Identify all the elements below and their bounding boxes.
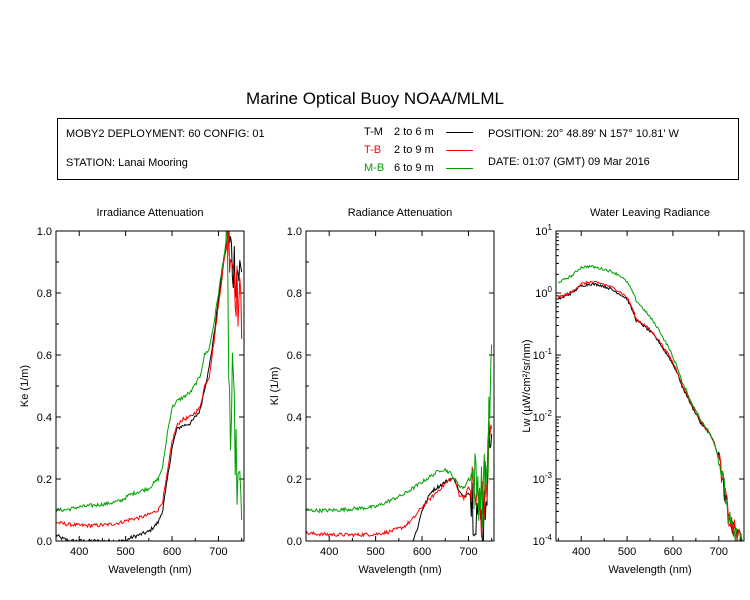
series-line-t-b bbox=[306, 424, 493, 538]
x-tick-label: 600 bbox=[664, 546, 682, 558]
y-tick-exponent: 0 bbox=[548, 285, 553, 294]
y-tick-label: 1.0 bbox=[37, 226, 52, 238]
x-tick-label: 500 bbox=[618, 546, 636, 558]
chart-title: Irradiance Attenuation bbox=[96, 207, 203, 219]
legend-code-tb: T-B bbox=[364, 144, 382, 156]
date-text: DATE: 01:07 (GMT) 09 Mar 2016 bbox=[488, 156, 650, 168]
legend-line-tb bbox=[446, 150, 473, 151]
position-text: POSITION: 20° 48.89' N 157° 10.81' W bbox=[488, 128, 679, 140]
series-line-t-b bbox=[557, 280, 742, 540]
y-tick-label: 0.4 bbox=[37, 412, 52, 424]
x-tick-label: 400 bbox=[70, 546, 88, 558]
x-axis-label: Wavelength (nm) bbox=[608, 564, 691, 576]
y-tick-label: 0.0 bbox=[37, 536, 52, 548]
y-tick-label: 0.2 bbox=[287, 474, 302, 486]
y-tick-label: 100 bbox=[535, 285, 552, 300]
y-tick-label: 0.6 bbox=[37, 350, 52, 362]
y-axis-label: Kl (1/m) bbox=[269, 367, 281, 406]
y-tick-exponent: -1 bbox=[545, 347, 553, 356]
chart-title: Radiance Attenuation bbox=[348, 207, 453, 219]
y-tick-exponent: -3 bbox=[545, 471, 553, 480]
chart-1: Irradiance Attenuation 400 500 600 700 0.0 0.2… bbox=[19, 207, 245, 576]
x-tick-label: 700 bbox=[209, 546, 227, 558]
series-line-m-b bbox=[56, 231, 243, 520]
chart-title: Water Leaving Radiance bbox=[590, 207, 710, 219]
y-tick-label: 10-1 bbox=[533, 347, 553, 362]
y-tick-label: 1.0 bbox=[287, 226, 302, 238]
x-tick-label: 700 bbox=[459, 546, 477, 558]
y-tick-label: 101 bbox=[535, 223, 552, 238]
deployment-text: MOBY2 DEPLOYMENT: 60 CONFIG: 01 bbox=[66, 128, 265, 140]
series-line-t-m bbox=[412, 419, 493, 541]
x-tick-label: 600 bbox=[163, 546, 181, 558]
legend-line-mb bbox=[446, 168, 473, 169]
chart-2: Radiance Attenuation 400 500 600 700 0.0 0.2 0.… bbox=[269, 207, 495, 576]
x-tick-label: 700 bbox=[710, 546, 728, 558]
y-tick-label: 0.8 bbox=[287, 288, 302, 300]
y-tick-exponent: 1 bbox=[548, 223, 553, 232]
series-line-m-b bbox=[306, 344, 493, 529]
legend-line-tm bbox=[446, 132, 473, 133]
plot-frame bbox=[305, 230, 495, 542]
plot-frame bbox=[55, 230, 245, 542]
y-tick-label: 0.8 bbox=[37, 288, 52, 300]
x-tick-label: 400 bbox=[320, 546, 338, 558]
series-line-t-b bbox=[56, 231, 243, 529]
legend-range-tm: 2 to 6 m bbox=[394, 126, 434, 138]
plot-frame bbox=[555, 230, 745, 542]
series-line-m-b bbox=[557, 264, 743, 541]
deployment-info-box: MOBY2 DEPLOYMENT: 60 CONFIG: 01 STATION:… bbox=[57, 118, 739, 180]
y-tick-label: 0.4 bbox=[287, 412, 302, 424]
series-line-t-m bbox=[56, 231, 243, 541]
y-axis-label: Lw (µW/cm²/sr/nm) bbox=[521, 339, 533, 432]
x-axis-label: Wavelength (nm) bbox=[108, 564, 191, 576]
x-axis-label: Wavelength (nm) bbox=[358, 564, 441, 576]
legend-code-tm: T-M bbox=[364, 126, 383, 138]
y-tick-label: 0.6 bbox=[287, 350, 302, 362]
legend-range-mb: 6 to 9 m bbox=[394, 162, 434, 174]
y-tick-label: 10-2 bbox=[533, 409, 553, 424]
y-tick-exponent: -4 bbox=[545, 533, 553, 542]
y-tick-exponent: -2 bbox=[545, 409, 553, 418]
y-tick-label: 0.0 bbox=[287, 536, 302, 548]
y-tick-label: 10-4 bbox=[533, 533, 553, 548]
x-tick-label: 500 bbox=[366, 546, 384, 558]
x-tick-label: 600 bbox=[413, 546, 431, 558]
page-title: Marine Optical Buoy NOAA/MLML bbox=[246, 89, 504, 108]
y-axis-label: Ke (1/m) bbox=[19, 365, 31, 407]
series-line-t-m bbox=[558, 282, 742, 541]
x-tick-label: 500 bbox=[116, 546, 134, 558]
legend-code-mb: M-B bbox=[364, 162, 385, 174]
station-text: STATION: Lanai Mooring bbox=[66, 157, 188, 169]
y-tick-label: 10-3 bbox=[533, 471, 553, 486]
x-tick-label: 400 bbox=[572, 546, 590, 558]
y-tick-label: 0.2 bbox=[37, 474, 52, 486]
legend-range-tb: 2 to 9 m bbox=[394, 144, 434, 156]
